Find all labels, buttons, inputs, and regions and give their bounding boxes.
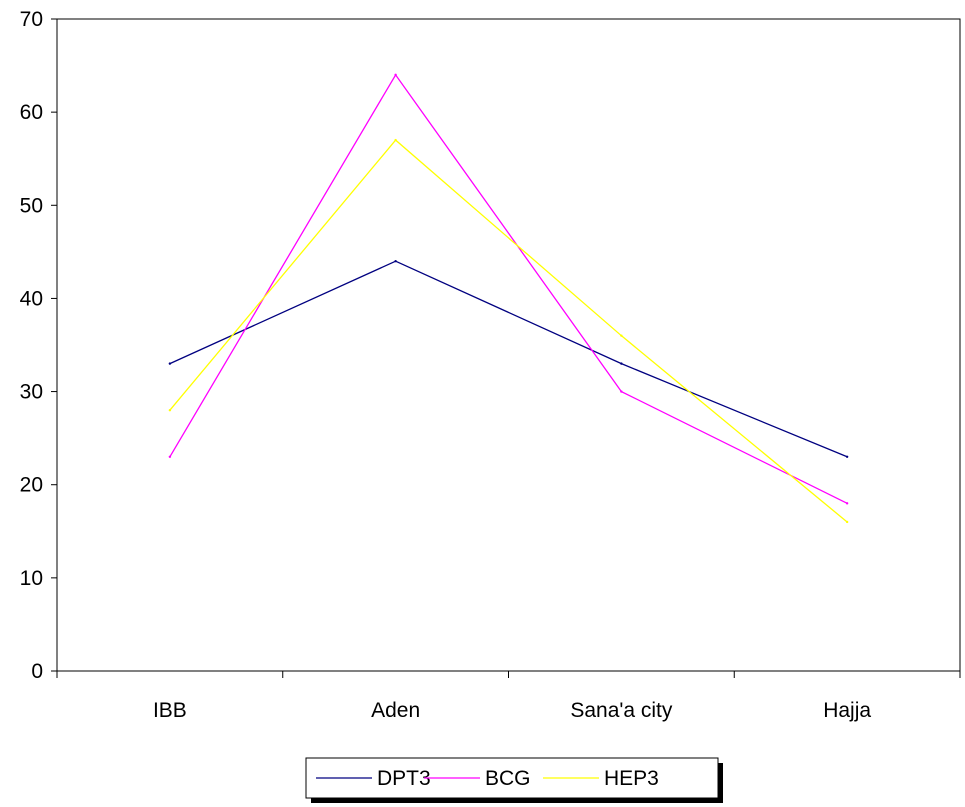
legend-label-hep3: HEP3 <box>604 767 659 790</box>
y-tick-label: 20 <box>20 474 43 497</box>
x-axis: IBB Aden Sana'a city Hajja <box>56 671 961 722</box>
y-tick-label: 10 <box>20 567 43 590</box>
y-tick-label: 0 <box>31 660 43 683</box>
legend-label-dpt3: DPT3 <box>377 767 431 790</box>
y-tick-label: 50 <box>20 194 43 217</box>
plot-frame <box>56 18 961 672</box>
series-line-dpt3 <box>169 260 848 458</box>
data-point-bcg <box>845 502 849 505</box>
x-tick-label: IBB <box>153 699 187 722</box>
series-line-hep3 <box>169 139 848 523</box>
data-point-dpt3 <box>168 362 172 365</box>
x-tick-label: Aden <box>371 699 420 722</box>
y-tick-label: 40 <box>20 287 43 310</box>
series-line-bcg <box>169 73 848 504</box>
data-point-dpt3 <box>394 259 397 263</box>
data-point-bcg <box>620 390 623 393</box>
series-layer <box>168 73 849 524</box>
y-tick-label: 70 <box>20 8 43 31</box>
legend-box <box>305 757 719 799</box>
data-point-bcg <box>168 455 172 458</box>
legend: DPT3 BCG HEP3 <box>305 757 723 803</box>
data-point-bcg <box>394 73 397 77</box>
data-point-dpt3 <box>620 362 623 365</box>
x-tick-label: Hajja <box>823 699 871 722</box>
data-point-hep3 <box>394 138 397 142</box>
plot-area <box>56 18 961 672</box>
x-tick-label: Sana'a city <box>570 699 673 722</box>
data-point-hep3 <box>845 520 849 524</box>
data-point-hep3 <box>620 334 623 337</box>
y-tick-label: 30 <box>20 381 43 404</box>
y-tick-label: 60 <box>20 101 43 124</box>
data-point-dpt3 <box>845 455 849 458</box>
y-axis: 0 10 20 30 40 50 60 70 <box>20 8 57 683</box>
data-point-hep3 <box>168 409 172 412</box>
legend-label-bcg: BCG <box>485 767 531 790</box>
